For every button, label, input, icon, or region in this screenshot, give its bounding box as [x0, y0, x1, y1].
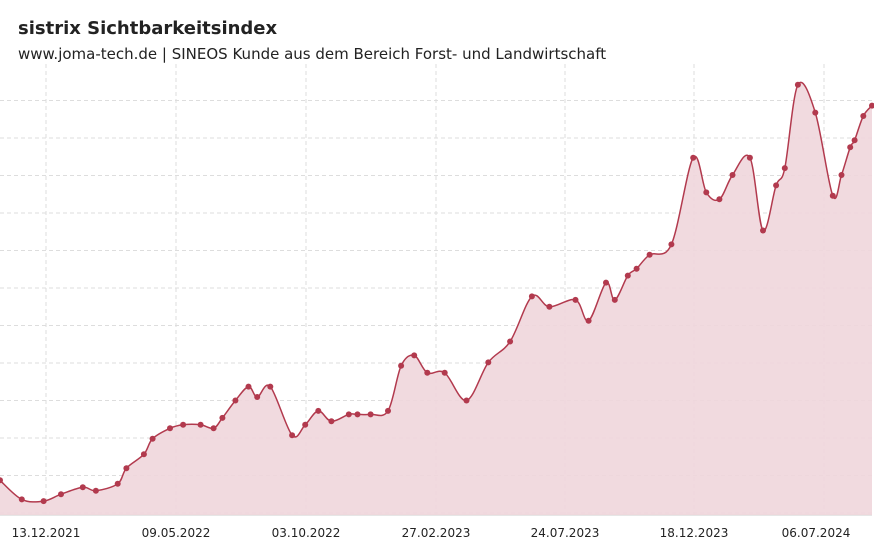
data-point	[140, 451, 147, 458]
data-point	[180, 421, 187, 428]
data-point	[267, 383, 274, 390]
data-point	[210, 425, 217, 432]
data-point	[624, 272, 631, 279]
data-point	[18, 496, 25, 503]
data-point	[40, 498, 47, 505]
x-tick-label: 24.07.2023	[531, 526, 600, 540]
data-point	[546, 303, 553, 310]
data-point	[716, 196, 723, 203]
data-point	[411, 352, 418, 359]
data-point	[92, 487, 99, 494]
x-tick-label: 06.07.2024	[782, 526, 851, 540]
data-point	[690, 154, 697, 161]
data-point	[668, 241, 675, 248]
data-point	[507, 338, 514, 345]
area-fill	[0, 82, 872, 516]
chart-subtitle: www.joma-tech.de | SINEOS Kunde aus dem …	[18, 45, 607, 63]
data-point	[245, 383, 252, 390]
data-point	[289, 432, 296, 439]
data-point	[829, 192, 836, 199]
x-tick-label: 09.05.2022	[142, 526, 211, 540]
data-point	[123, 465, 130, 472]
data-point	[58, 491, 64, 498]
data-point	[572, 296, 579, 303]
data-point	[485, 359, 492, 366]
data-point	[703, 189, 710, 196]
data-point	[860, 113, 867, 119]
data-point	[315, 407, 322, 414]
data-point	[398, 362, 405, 369]
data-point	[232, 397, 239, 404]
data-point	[746, 154, 753, 161]
data-point	[197, 421, 204, 428]
chart-title: sistrix Sichtbarkeitsindex	[18, 18, 278, 39]
x-tick-label: 13.12.2021	[12, 526, 81, 540]
data-point	[633, 265, 640, 272]
data-point	[773, 182, 780, 189]
data-point	[611, 296, 618, 303]
data-point	[528, 293, 535, 300]
data-point	[847, 144, 854, 151]
data-point	[463, 397, 470, 404]
data-point	[79, 484, 86, 491]
data-point	[328, 418, 335, 425]
data-point	[812, 109, 819, 116]
data-point	[838, 172, 845, 178]
data-point	[603, 279, 609, 286]
data-point	[760, 227, 766, 234]
data-points	[0, 81, 874, 505]
x-tick-label: 03.10.2022	[272, 526, 341, 540]
x-tick-labels: 13.12.2021 09.05.2022 03.10.2022 27.02.2023…	[12, 526, 851, 540]
data-point	[729, 172, 736, 178]
data-point	[167, 425, 173, 432]
data-point	[781, 165, 788, 172]
data-point	[851, 137, 858, 144]
data-point	[869, 102, 874, 109]
x-tick-label: 18.12.2023	[660, 526, 729, 540]
data-point	[385, 407, 391, 414]
data-point	[794, 81, 801, 88]
data-point	[149, 435, 156, 442]
data-point	[585, 317, 592, 324]
data-point	[254, 394, 261, 400]
data-point	[424, 369, 431, 376]
data-point	[367, 411, 374, 418]
data-point	[114, 480, 121, 487]
data-point	[0, 477, 3, 484]
data-point	[345, 411, 352, 418]
data-point	[646, 251, 653, 258]
data-point	[219, 414, 226, 421]
data-point	[302, 421, 309, 428]
x-tick-label: 27.02.2023	[402, 526, 471, 540]
data-point	[441, 369, 448, 376]
data-point	[354, 411, 361, 418]
